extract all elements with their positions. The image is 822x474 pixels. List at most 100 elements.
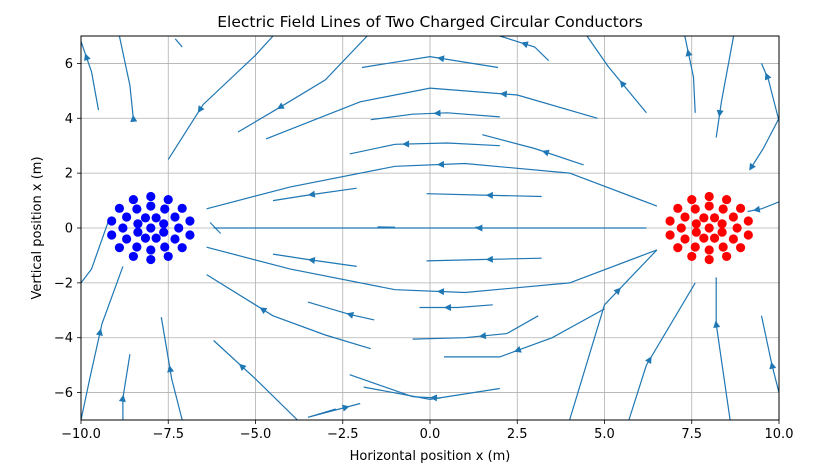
charge-dot bbox=[665, 216, 675, 226]
chart-title: Electric Field Lines of Two Charged Circ… bbox=[217, 13, 643, 31]
field-arrow bbox=[307, 190, 316, 198]
field-line bbox=[206, 246, 658, 294]
field-line bbox=[167, 36, 274, 160]
charge-dot bbox=[735, 243, 746, 253]
x-tick-label: −7.5 bbox=[152, 427, 184, 442]
field-lines bbox=[81, 36, 779, 420]
charge-dot bbox=[160, 204, 170, 214]
charge-dot bbox=[163, 194, 173, 205]
y-tick-label: −2 bbox=[54, 276, 73, 291]
field-arrow bbox=[613, 287, 621, 296]
field-arrow bbox=[436, 288, 445, 296]
charge-dot bbox=[691, 219, 701, 229]
field-line bbox=[569, 249, 658, 420]
x-tick-label: 10.0 bbox=[765, 427, 794, 442]
field-line bbox=[370, 112, 500, 121]
charge-dot bbox=[699, 233, 709, 243]
field-arrow bbox=[238, 363, 247, 372]
charge-dot bbox=[122, 212, 132, 222]
charge-dot bbox=[133, 219, 143, 229]
field-arrow bbox=[749, 162, 756, 171]
charge-dot bbox=[691, 227, 701, 237]
charge-dot bbox=[170, 234, 180, 244]
charge-dot bbox=[709, 233, 720, 243]
field-line bbox=[81, 41, 100, 111]
field-arrow bbox=[402, 140, 410, 148]
field-line bbox=[307, 402, 361, 418]
charge-dot bbox=[170, 212, 180, 222]
charge-dot bbox=[174, 223, 184, 233]
field-line bbox=[81, 266, 124, 420]
field-arrow bbox=[764, 72, 772, 81]
field-arrow bbox=[513, 346, 522, 353]
field-line bbox=[81, 219, 110, 284]
charge-dot bbox=[146, 191, 156, 202]
field-arrow bbox=[259, 307, 268, 315]
y-tick-label: 2 bbox=[65, 167, 73, 182]
charge-dot bbox=[722, 251, 732, 262]
charge-dot bbox=[704, 254, 714, 265]
field-line bbox=[206, 274, 371, 350]
field-arrow bbox=[478, 332, 487, 340]
charge-dot bbox=[128, 251, 138, 262]
conductor-negative bbox=[107, 191, 195, 265]
field-line bbox=[419, 304, 493, 309]
field-line bbox=[482, 134, 584, 166]
field-line bbox=[628, 282, 696, 420]
field-arrow bbox=[520, 41, 529, 49]
field-arrow bbox=[475, 224, 483, 232]
charge-dot bbox=[722, 194, 732, 205]
charge-dot bbox=[704, 223, 714, 233]
conductors bbox=[107, 191, 753, 265]
charge-dot bbox=[704, 201, 714, 211]
y-axis-label: Vertical position x (m) bbox=[30, 156, 45, 299]
field-arrow bbox=[429, 394, 438, 402]
x-tick-label: 2.5 bbox=[507, 427, 528, 442]
field-line bbox=[499, 36, 550, 62]
field-arrow bbox=[437, 55, 445, 63]
charge-dot bbox=[107, 216, 117, 226]
charge-dot bbox=[717, 227, 727, 237]
charge-dot bbox=[743, 216, 753, 226]
charge-dot bbox=[732, 223, 742, 233]
charge-dot bbox=[146, 223, 156, 233]
field-arrow bbox=[84, 53, 91, 62]
x-tick-label: −2.5 bbox=[327, 427, 359, 442]
field-line bbox=[715, 36, 735, 138]
charge-dot bbox=[146, 254, 156, 265]
x-tick-label: −10.0 bbox=[61, 427, 101, 442]
field-line bbox=[265, 87, 598, 140]
x-tick-label: −5.0 bbox=[240, 427, 272, 442]
charge-dot bbox=[735, 203, 746, 213]
charge-dot bbox=[128, 194, 138, 205]
charge-dot bbox=[718, 204, 728, 214]
field-arrow bbox=[619, 80, 627, 89]
charge-dot bbox=[687, 194, 697, 205]
charge-dot bbox=[743, 230, 753, 240]
field-arrow bbox=[485, 255, 493, 263]
charge-dot bbox=[717, 219, 727, 229]
field-arrow bbox=[769, 361, 777, 370]
field-arrow bbox=[485, 191, 493, 199]
charge-dot bbox=[151, 233, 161, 243]
field-arrow bbox=[685, 49, 693, 57]
charge-dot bbox=[151, 213, 161, 223]
charge-dot bbox=[676, 223, 686, 233]
field-arrow bbox=[499, 90, 508, 98]
charge-dot bbox=[718, 242, 728, 252]
charge-dot bbox=[185, 216, 195, 226]
x-tick-label: 5.0 bbox=[594, 427, 615, 442]
y-tick-label: −6 bbox=[54, 386, 73, 401]
charge-dot bbox=[132, 204, 142, 214]
field-line bbox=[160, 317, 183, 420]
field-line bbox=[118, 36, 134, 119]
charge-dot bbox=[177, 203, 187, 213]
charge-dot bbox=[133, 227, 143, 237]
field-line bbox=[363, 386, 500, 401]
field-line bbox=[760, 63, 779, 122]
field-line bbox=[444, 308, 605, 358]
charge-dot bbox=[118, 223, 128, 233]
charge-dot bbox=[132, 242, 142, 252]
conductor-positive bbox=[665, 191, 753, 265]
